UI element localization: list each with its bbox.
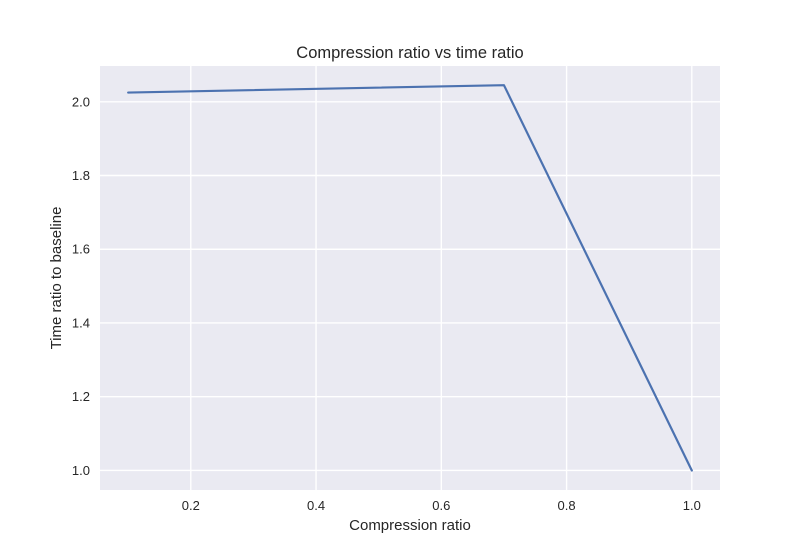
x-tick-label: 0.8	[558, 498, 576, 513]
y-tick-label: 2.0	[72, 94, 90, 109]
series-layer	[127, 84, 693, 472]
x-tick-label: 0.4	[307, 498, 325, 513]
x-gridlines	[190, 66, 693, 490]
y-tick-label: 1.2	[72, 389, 90, 404]
y-gridlines	[100, 101, 720, 472]
y-axis-label: Time ratio to baseline	[48, 207, 65, 350]
x-tick-label: 1.0	[683, 498, 701, 513]
y-tick-labels: 1.0 1.2 1.4 1.6 1.8 2.0	[72, 94, 90, 478]
y-tick-label: 1.0	[72, 463, 90, 478]
x-tick-label: 0.2	[182, 498, 200, 513]
x-tick-label: 0.6	[432, 498, 450, 513]
y-tick-label: 1.6	[72, 242, 90, 257]
x-axis-label: Compression ratio	[349, 517, 471, 534]
x-tick-labels: 0.2 0.4 0.6 0.8 1.0	[182, 498, 701, 513]
plot-area	[100, 66, 720, 490]
series-line	[127, 84, 693, 472]
y-tick-label: 1.8	[72, 168, 90, 183]
y-tick-label: 1.4	[72, 315, 90, 330]
chart-title: Compression ratio vs time ratio	[296, 44, 523, 62]
